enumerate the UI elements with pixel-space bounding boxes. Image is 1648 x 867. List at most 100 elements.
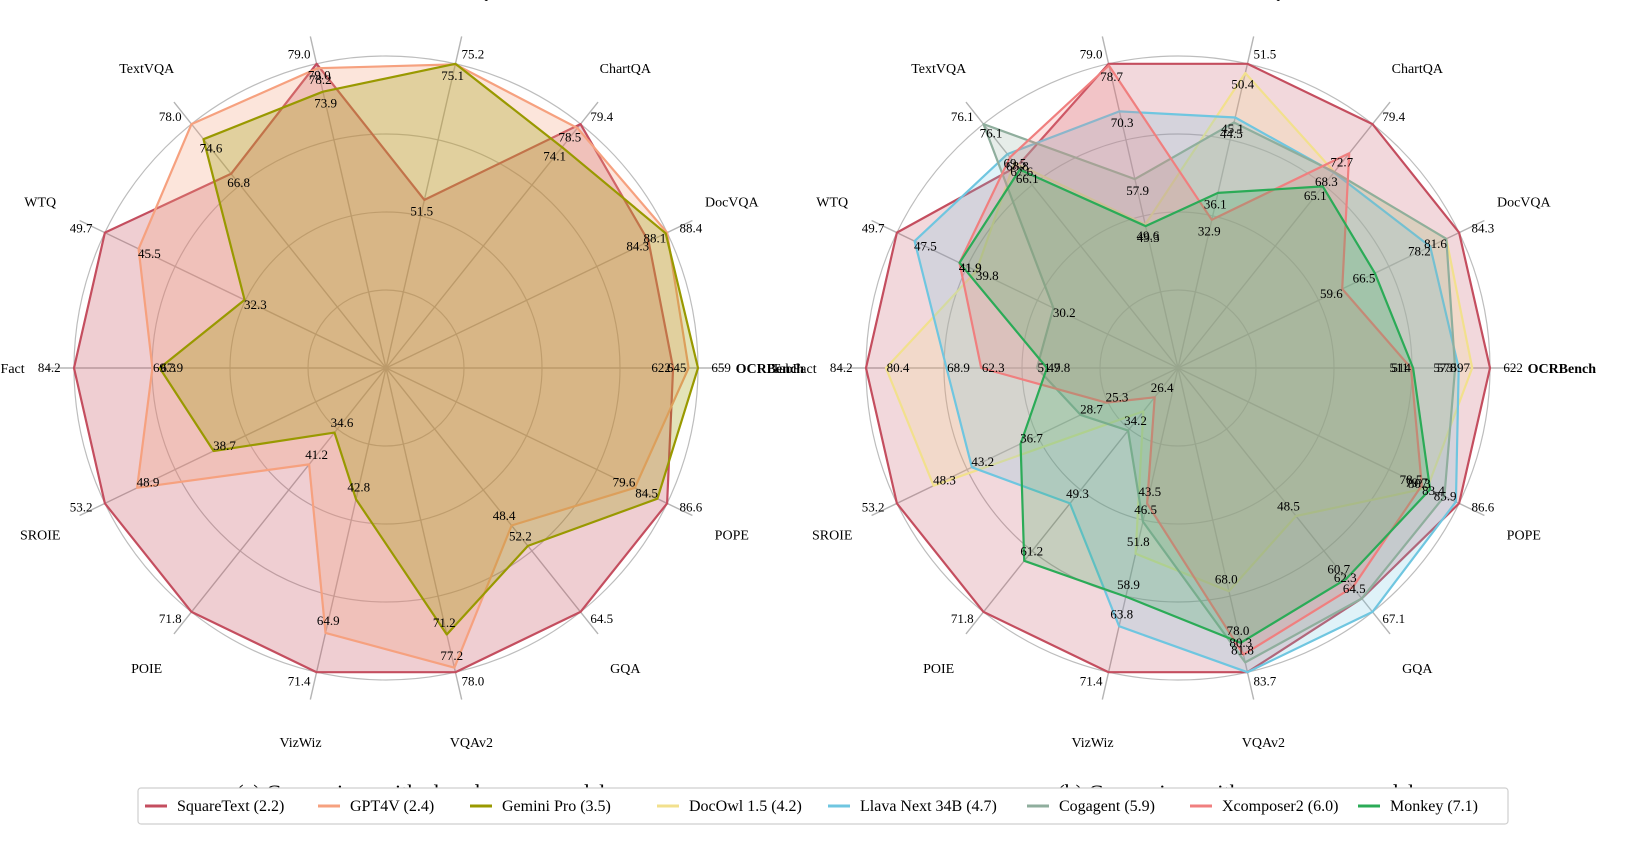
legend-item-llava-next-34b: Llava Next 34B (4.7) [828,798,997,815]
data-label: 645 [667,360,687,375]
chart-closed-source: 79.0 51.5 84.3 622 66.8 78.2 75.1 78.5 645 79.6 48… [0,0,804,751]
legend-item-cogagent: Cogagent (5.9) [1027,798,1155,815]
data-label: 48.4 [493,508,516,523]
axis-label-tabfact: TabFact [0,362,25,377]
data-label: 79.7 [1405,475,1428,490]
legend-item-gpt4v: GPT4V (2.4) [318,798,434,815]
data-label: 64.9 [317,613,340,628]
axis-max-label: 71.8 [159,611,182,626]
axis-spoke [871,219,1179,369]
data-label: 65.1 [1304,188,1327,203]
axis-spoke [79,219,387,369]
legend-label: Xcomposer2 (6.0) [1222,798,1338,815]
legend-frame [137,787,1509,825]
data-label: 85.9 [1434,489,1457,504]
axis-spoke [1177,101,1391,369]
axis-max-label: 78.0 [462,673,485,688]
data-label: 51.8 [1127,534,1150,549]
data-label: 70.3 [1111,115,1134,130]
axis-label-wtq: WTQ [816,196,848,211]
axis-label-infovqa: InfoVQA [445,0,500,3]
data-label: 79.6 [613,475,636,490]
axis-max-label: 86.6 [680,499,703,514]
axis-max-label: 75.2 [462,47,485,62]
axis-max-label: 71.4 [1080,673,1103,688]
data-label: 46.5 [1134,502,1157,517]
data-label: 60.7 [1327,562,1350,577]
data-label: 26.4 [1151,380,1174,395]
data-label: 77.2 [440,648,463,663]
axis-spoke [385,219,693,369]
data-label: 28.7 [1080,402,1103,417]
axis-spoke [1177,36,1255,369]
data-label: 68.3 [1315,174,1338,189]
data-label: 68.8 [1006,159,1029,174]
data-label: 47.5 [914,238,937,253]
axis-label-chartqa: ChartQA [1392,62,1444,77]
data-label: 51.5 [410,204,433,219]
axis-spoke [1177,367,1255,700]
data-label: 69.5 [1004,156,1027,171]
data-label: 59.6 [1320,286,1343,301]
axis-spoke [871,367,1179,517]
axis-label-docvqa: DocVQA [705,196,760,211]
data-label: 58.9 [1117,577,1140,592]
data-label: 38.7 [213,438,236,453]
data-label: 25.3 [1106,389,1129,404]
axis-label-textvqa: TextVQA [911,62,967,77]
axis-label-vizwiz: VizWiz [280,736,322,751]
series-gemini-pro [158,62,700,636]
data-label: 75.1 [441,68,464,83]
data-label: 78.5 [559,129,582,144]
data-label: 622 [651,360,671,375]
data-label: 88.1 [644,231,667,246]
legend-label: Gemini Pro (3.5) [502,798,611,815]
data-label: 81.6 [1424,236,1447,251]
data-label: 42.8 [347,480,370,495]
series-monkey [958,168,1432,644]
axis-max-label: 88.4 [680,221,703,236]
legend-item-gemini-pro: Gemini Pro (3.5) [470,798,611,815]
axis-spoke [385,36,463,369]
data-label: 66.8 [227,175,250,190]
data-label: 52.2 [509,529,532,544]
axis-max-label: 84.2 [38,360,61,375]
axis-max-label: 71.8 [951,611,974,626]
data-label: 41.2 [305,447,328,462]
axis-max-label: 49.7 [862,221,885,236]
data-label: 41.9 [959,260,982,275]
axis-label-docvqa: DocVQA [1497,196,1552,211]
data-label: 41.9 [959,260,982,275]
data-label: 79.0 [308,68,331,83]
axis-label-poie: POIE [923,662,954,677]
axis-spoke [965,101,1179,369]
chart-open-source: 49.6 50.4 597 79.7 48.5 68.0 51.8 48.3 80.4 39.8 6… [772,0,1596,751]
data-label: 62.3 [1334,570,1357,585]
axis-label-vqav2: VQAv2 [1242,736,1285,751]
axis-spoke [385,367,693,517]
legend-label: SquareText (2.2) [177,798,284,815]
data-label: 80.4 [887,360,910,375]
axis-spoke [1177,367,1391,635]
axis-spoke [173,367,387,635]
data-label: 514 [1391,360,1411,375]
axis-label-wtq: WTQ [24,196,56,211]
data-label: 74.6 [200,141,223,156]
legend-label: Llava Next 34B (4.7) [860,798,997,815]
data-label: 62.3 [982,360,1005,375]
axis-max-label: 84.3 [1472,221,1495,236]
legend-item-xcomposer2: Xcomposer2 (6.0) [1190,798,1338,815]
axis-max-label: 86.6 [1472,499,1495,514]
axis-label-infovqa: InfoVQA [1237,0,1292,3]
data-label: 67.9 [160,360,183,375]
data-label: 81.8 [1231,643,1254,658]
data-label: 48.5 [1277,499,1300,514]
data-label: 78.2 [1408,244,1431,259]
data-label: 74.1 [543,149,566,164]
series-xcomposer2 [958,64,1423,656]
axis-label-ai2d: AI2D [1077,0,1109,3]
series-gpt4v [136,63,690,669]
data-label: 51.7 [1038,360,1061,375]
axis-max-label: 76.1 [951,109,974,124]
axis-max-label: 84.2 [830,360,853,375]
